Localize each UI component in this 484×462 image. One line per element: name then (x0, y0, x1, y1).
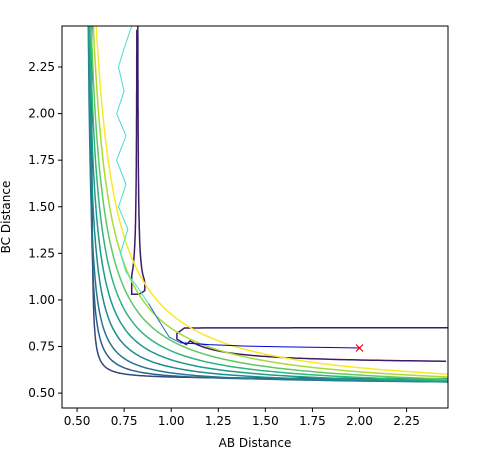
contour-level (95, 26, 448, 375)
x-axis-label: AB Distance (219, 436, 292, 450)
x-tick-label: 0.50 (64, 414, 91, 428)
contour-level (90, 26, 448, 380)
trajectory (116, 26, 360, 349)
x-tick-label: 1.50 (252, 414, 279, 428)
contour-lines (87, 26, 448, 383)
y-tick-label: 1.75 (28, 153, 55, 167)
y-axis-ticks: 0.50 0.75 1.00 1.25 1.50 1.75 2.00 2.25 (28, 60, 62, 400)
x-tick-label: 0.75 (111, 414, 138, 428)
y-tick-label: 2.00 (28, 107, 55, 121)
y-tick-label: 0.50 (28, 386, 55, 400)
contour-level (88, 26, 448, 383)
x-tick-label: 1.25 (205, 414, 232, 428)
x-axis-ticks: 0.50 0.75 1.00 1.25 1.50 1.75 2.00 2.25 (64, 408, 420, 428)
x-tick-label: 1.75 (299, 414, 326, 428)
contour-level (87, 26, 448, 383)
y-tick-label: 1.00 (28, 293, 55, 307)
x-tick-label: 1.00 (158, 414, 185, 428)
x-tick-label: 2.25 (393, 414, 420, 428)
trajectory-segment (148, 303, 209, 346)
end-point-x (355, 344, 364, 352)
trajectory-segment (180, 342, 360, 349)
y-tick-label: 0.75 (28, 340, 55, 354)
plot-frame (61, 25, 449, 409)
contour-level (89, 26, 448, 382)
y-tick-label: 1.50 (28, 200, 55, 214)
trajectory-segment (116, 26, 161, 323)
y-tick-label: 2.25 (28, 60, 55, 74)
y-axis-label: BC Distance (0, 181, 13, 254)
contour-level (87, 26, 448, 383)
y-tick-label: 1.25 (28, 246, 55, 260)
end-point-marker (355, 344, 364, 352)
x-tick-label: 2.00 (346, 414, 373, 428)
contour-level (130, 26, 448, 362)
contour-level (89, 26, 448, 382)
contour-level (90, 26, 448, 380)
